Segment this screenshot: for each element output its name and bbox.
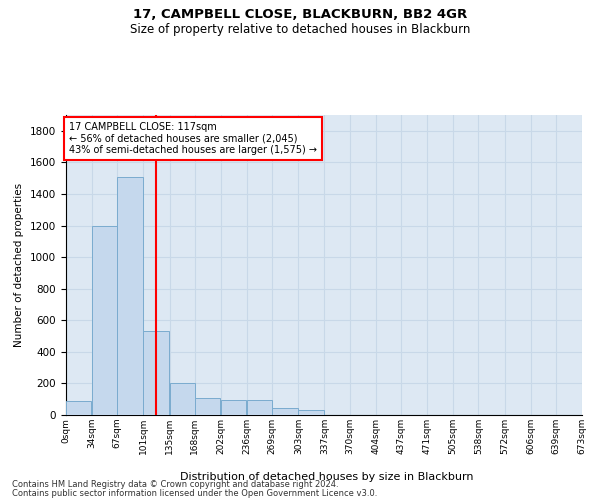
Y-axis label: Number of detached properties: Number of detached properties <box>14 183 25 347</box>
Bar <box>66 401 91 415</box>
Text: 17, CAMPBELL CLOSE, BLACKBURN, BB2 4GR: 17, CAMPBELL CLOSE, BLACKBURN, BB2 4GR <box>133 8 467 20</box>
Bar <box>247 400 272 415</box>
Text: Distribution of detached houses by size in Blackburn: Distribution of detached houses by size … <box>180 472 474 482</box>
Bar <box>272 408 298 415</box>
Text: Size of property relative to detached houses in Blackburn: Size of property relative to detached ho… <box>130 22 470 36</box>
Bar <box>92 226 118 415</box>
Bar <box>298 410 323 415</box>
Bar <box>221 400 246 415</box>
Bar <box>118 176 143 415</box>
Text: Contains public sector information licensed under the Open Government Licence v3: Contains public sector information licen… <box>12 488 377 498</box>
Bar <box>143 332 169 415</box>
Bar <box>195 398 220 415</box>
Bar <box>170 384 195 415</box>
Text: 17 CAMPBELL CLOSE: 117sqm
← 56% of detached houses are smaller (2,045)
43% of se: 17 CAMPBELL CLOSE: 117sqm ← 56% of detac… <box>69 122 317 156</box>
Text: Contains HM Land Registry data © Crown copyright and database right 2024.: Contains HM Land Registry data © Crown c… <box>12 480 338 489</box>
